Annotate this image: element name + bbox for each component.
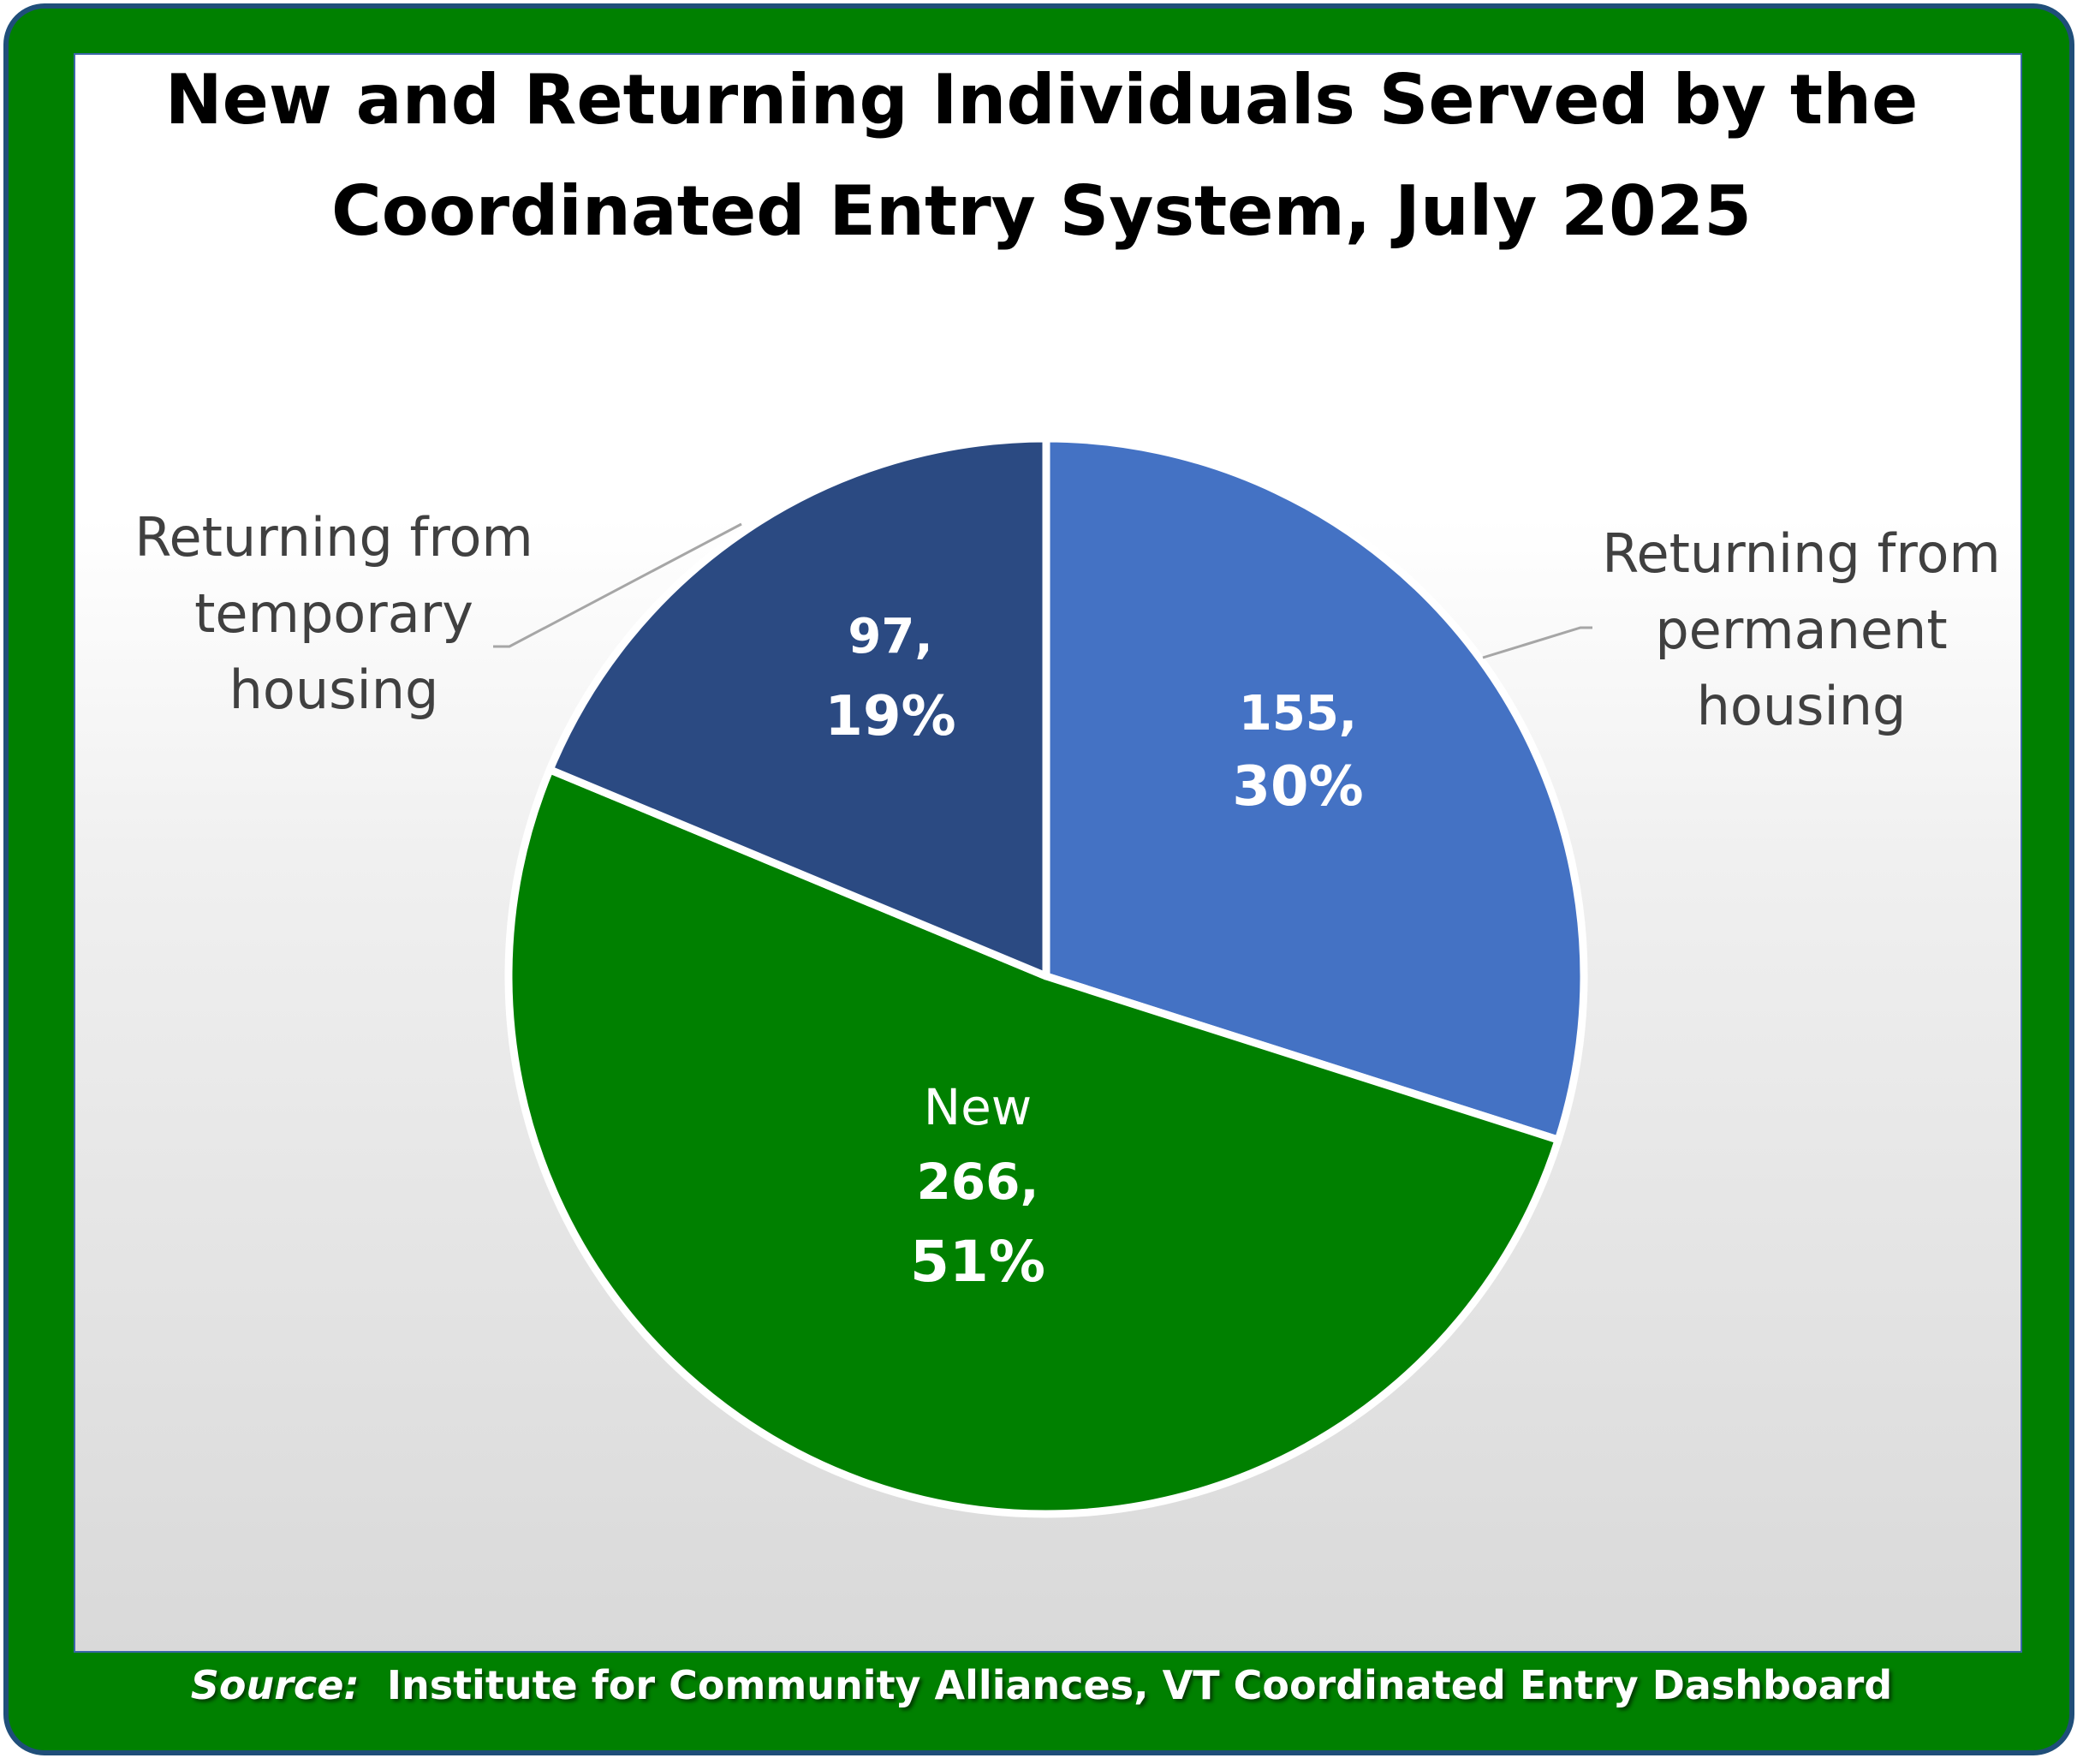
category-label-returning-from-temporary-housing-line-3: housing [229,659,439,721]
percent-label-returning-from-temporary-housing: 19% [824,685,955,748]
source-text: Institute for Community Alliances, VT Co… [386,1662,1893,1708]
pie-slice-returning-from-permanent-housing [1042,434,1588,1144]
leader-lines [493,522,1592,659]
chart-title-line-1: New and Returning Individuals Served by … [164,60,1919,140]
category-label-returning-from-permanent-housing-line-3: housing [1697,675,1907,737]
pie-slices [504,434,1588,1518]
percent-label-new: 51% [910,1229,1045,1295]
percent-label-returning-from-permanent-housing: 30% [1232,755,1363,819]
chart-title: New and Returning Individuals Served by … [0,45,2083,267]
category-label-returning-from-temporary-housing-line-2: temporary [194,582,473,645]
category-label-returning-from-temporary-housing-line-1: Returning from [134,506,533,569]
slice-labels: Returning from permanent housing 155, 30% New… [134,506,2001,1295]
value-label-new: 266, [916,1153,1039,1211]
category-label-returning-from-permanent-housing-line-2: permanent [1655,599,1947,661]
chart-title-line-2: Coordinated Entry System, July 2025 [331,171,1752,251]
pie-slice-new [504,766,1562,1518]
value-label-returning-from-temporary-housing: 97, [848,609,932,664]
pie-slice-returning-from-temporary-housing [545,434,1050,980]
source-prefix: Source: [190,1662,360,1708]
category-label-new: New [924,1078,1033,1136]
leader-line-returning-from-temporary-housing [493,522,742,648]
category-label-returning-from-permanent-housing-line-1: Returning from [1602,522,2001,585]
value-label-returning-from-permanent-housing: 155, [1239,686,1357,742]
leader-line-returning-from-permanent-housing [1482,626,1592,659]
source-caption: Source: Institute for Community Alliance… [0,1655,2083,1715]
